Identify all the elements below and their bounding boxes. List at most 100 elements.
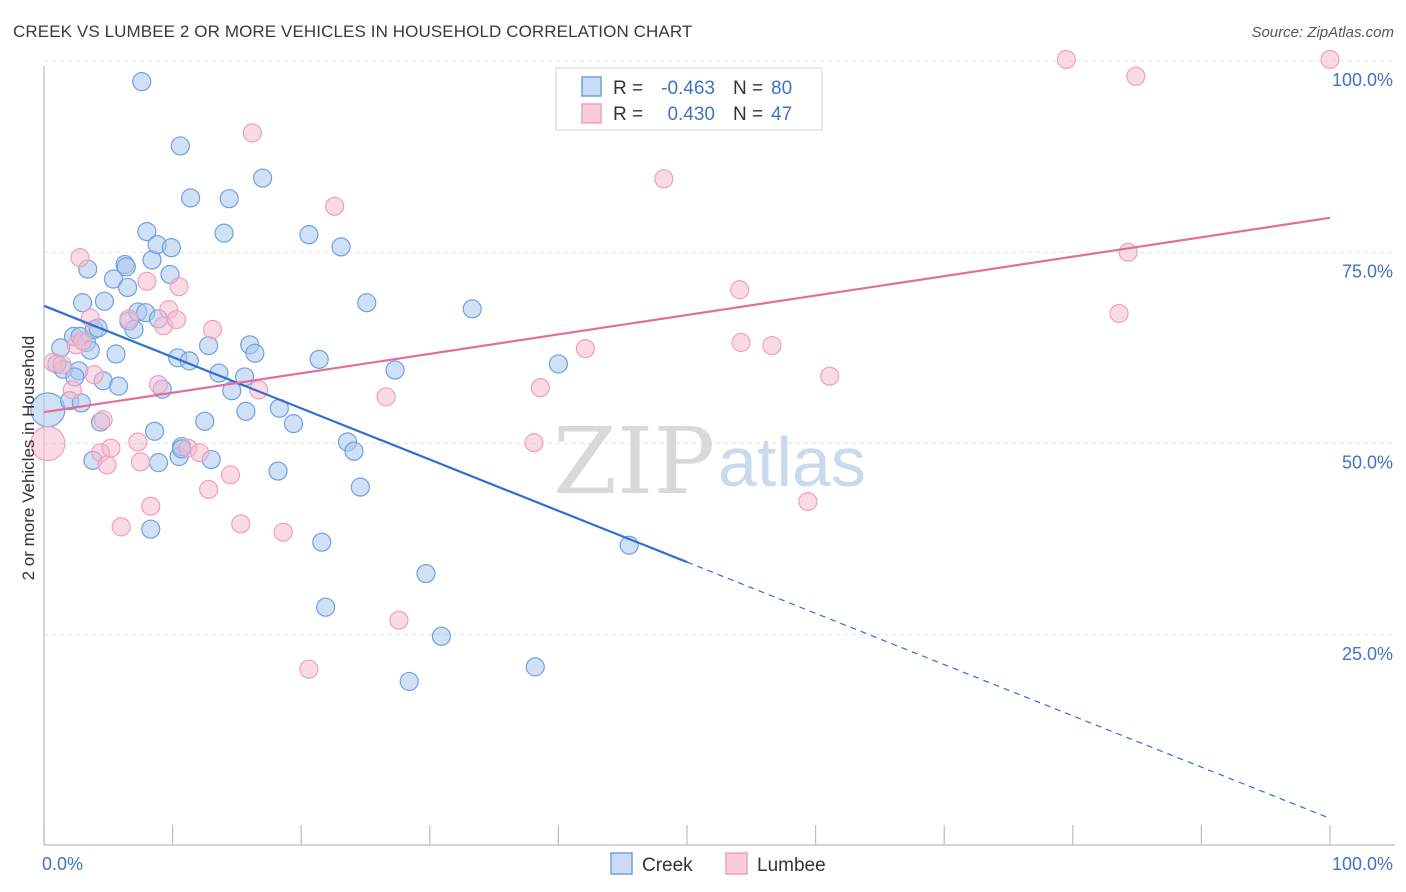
creek-point — [344, 441, 364, 461]
legend-swatch-creek — [581, 76, 602, 97]
data-points — [30, 49, 1340, 692]
lumbee-point — [70, 248, 90, 268]
lumbee-point — [119, 309, 139, 329]
y-tick-label: 75.0% — [1342, 261, 1393, 281]
lumbee-point — [220, 465, 241, 485]
lumbee-point — [1320, 49, 1340, 70]
lumbee-point — [141, 496, 161, 516]
lumbee-point — [820, 366, 840, 386]
creek-trendline — [43, 304, 688, 564]
creek-point — [299, 225, 319, 245]
lumbee-point — [1056, 49, 1076, 70]
legend-lumbee-n-label: N = — [733, 104, 763, 125]
creek-point — [199, 335, 219, 356]
creek-point — [548, 354, 569, 374]
creek-point — [268, 461, 288, 481]
legend-creek-r-label: R = — [613, 78, 643, 99]
lumbee-point — [762, 335, 782, 356]
creek-point — [103, 269, 124, 289]
chart-title: CREEK VS LUMBEE 2 OR MORE VEHICLES IN HO… — [13, 22, 693, 41]
lumbee-trendline — [43, 216, 1331, 414]
lumbee-point — [731, 332, 751, 353]
creek-point — [312, 532, 332, 552]
watermark-atlas: atlas — [718, 423, 866, 501]
lumbee-point — [249, 380, 269, 400]
creek-point — [170, 136, 190, 156]
lumbee-point — [530, 378, 550, 398]
legend-bottom-creek: Creek — [642, 855, 693, 876]
lumbee-point — [52, 355, 72, 375]
x-tick-label: 0.0% — [42, 854, 83, 874]
lumbee-point — [231, 514, 251, 534]
creek-point — [195, 411, 215, 431]
legend-swatch-lumbee — [581, 103, 602, 124]
source-label: Source: ZipAtlas.com — [1251, 24, 1394, 41]
legend-bottom-swatch-lumbee — [725, 852, 748, 875]
creek-point — [132, 72, 152, 92]
creek-point — [283, 414, 304, 434]
lumbee-point — [97, 455, 117, 475]
creek-point — [144, 421, 165, 441]
creek-point — [316, 597, 336, 617]
lumbee-point — [130, 452, 151, 472]
lumbee-point — [1118, 242, 1138, 262]
lumbee-point — [575, 339, 596, 359]
lumbee-point — [798, 492, 818, 512]
legend-lumbee-n-value: 47 — [771, 104, 792, 125]
lumbee-point — [389, 610, 409, 630]
lumbee-point — [128, 432, 148, 452]
lumbee-point — [137, 271, 157, 291]
creek-point — [416, 563, 436, 584]
trend-lines — [43, 216, 1331, 819]
legend-creek-r-value: -0.463 — [661, 78, 715, 99]
legend-bottom: Creek Lumbee — [610, 852, 826, 876]
legend-bottom-swatch-creek — [610, 852, 633, 875]
creek-point — [94, 291, 115, 311]
creek-point — [357, 293, 377, 313]
creek-point — [350, 477, 370, 497]
legend-lumbee-r-value: 0.430 — [667, 104, 715, 125]
lumbee-point — [62, 380, 82, 400]
creek-point — [385, 360, 405, 380]
y-tick-label: 50.0% — [1342, 453, 1393, 473]
y-axis-title: 2 or more Vehicles in Household — [19, 336, 38, 581]
creek-point — [116, 257, 136, 277]
creek-point — [253, 168, 273, 188]
creek-point — [106, 344, 126, 364]
creek-point — [72, 293, 93, 313]
lumbee-point — [202, 319, 223, 340]
creek-point — [117, 277, 138, 298]
creek-point — [331, 237, 351, 257]
legend-top: R = -0.463 N = 80 R = 0.430 N = 47 — [555, 67, 823, 131]
x-tick-label: 100.0% — [1332, 854, 1393, 874]
lumbee-point — [273, 522, 293, 542]
creek-point — [309, 349, 329, 369]
creek-point — [161, 238, 181, 258]
lumbee-point — [1126, 66, 1146, 86]
legend-creek-n-value: 80 — [771, 78, 792, 99]
watermark-zip: ZIP — [553, 408, 715, 515]
legend-creek-n-label: N = — [733, 78, 763, 99]
creek-point — [141, 519, 161, 539]
lumbee-point — [111, 517, 131, 537]
lumbee-point — [376, 387, 396, 407]
lumbee-point — [101, 438, 121, 458]
lumbee-point — [93, 410, 113, 430]
creek-point — [525, 657, 545, 677]
creek-point — [108, 376, 129, 396]
creek-point — [137, 221, 157, 242]
lumbee-point — [730, 280, 750, 300]
creek-point — [219, 189, 239, 209]
lumbee-point — [524, 433, 544, 453]
y-tick-label: 100.0% — [1332, 70, 1393, 90]
creek-point — [462, 299, 482, 319]
lumbee-point — [654, 169, 674, 189]
lumbee-point — [299, 659, 319, 679]
tick-labels: 25.0% 50.0% 75.0% 100.0% 0.0% 100.0% — [42, 70, 1393, 874]
creek-point — [399, 671, 419, 692]
lumbee-point — [30, 425, 66, 462]
legend-lumbee-r-label: R = — [613, 104, 643, 125]
creek-point — [148, 453, 169, 473]
lumbee-point — [166, 309, 187, 330]
legend-bottom-lumbee: Lumbee — [757, 855, 826, 876]
